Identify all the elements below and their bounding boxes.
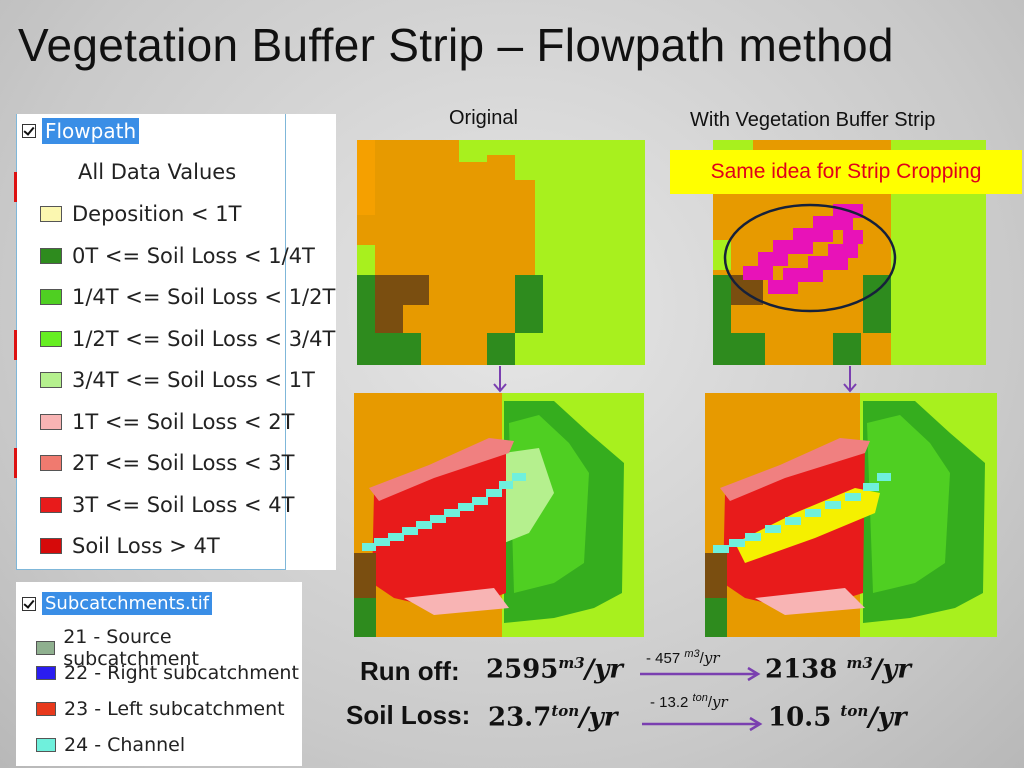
subcatchment-layer-row[interactable]: Subcatchments.tif	[22, 592, 213, 615]
legend-label: Deposition < 1T	[72, 202, 242, 226]
original-landuse-map	[357, 140, 645, 365]
subcatchment-legend: Subcatchments.tif 21 - Source subcatchme…	[16, 582, 302, 766]
legend-swatch	[40, 247, 62, 264]
flowpath-layer-row[interactable]: Flowpath	[22, 118, 140, 144]
with-strip-label: With Vegetation Buffer Strip	[690, 109, 936, 131]
legend-label: 22 - Right subcatchment	[64, 662, 299, 684]
subcatchment-legend-item: 24 - Channel	[36, 734, 185, 756]
red-marker	[14, 448, 17, 478]
legend-label: 3T <= Soil Loss < 4T	[72, 492, 295, 517]
soil-loss-delta: - 13.2 ton/yr	[650, 692, 728, 711]
subcatchment-legend-item: 22 - Right subcatchment	[36, 662, 299, 684]
slide-title: Vegetation Buffer Strip – Flowpath metho…	[18, 19, 894, 71]
legend-swatch	[40, 206, 62, 222]
runoff-delta: - 457 m3/yr	[646, 648, 720, 667]
legend-swatch	[36, 666, 56, 680]
red-marker	[14, 330, 17, 360]
flowpath-legend-item: Soil Loss > 4T	[40, 534, 220, 558]
subcatchment-checkbox[interactable]	[22, 596, 36, 611]
legend-swatch	[36, 738, 56, 752]
flowpath-legend-item: 0T <= Soil Loss < 1/4T	[40, 244, 315, 268]
strip-soilloss-map	[705, 393, 997, 637]
flowpath-legend-item: 1/2T <= Soil Loss < 3/4T	[40, 327, 335, 351]
legend-label: 3/4T <= Soil Loss < 1T	[72, 368, 315, 392]
flowpath-legend-item: 3/4T <= Soil Loss < 1T	[40, 368, 315, 392]
legend-label: 1/2T <= Soil Loss < 3/4T	[72, 326, 336, 351]
soil-loss-after: 10.5 ton/yr	[768, 702, 907, 733]
runoff-label: Run off:	[360, 656, 460, 686]
legend-label: 24 - Channel	[64, 734, 186, 756]
legend-label: 21 - Source subcatchment	[63, 626, 199, 670]
flowpath-legend: Flowpath All Data Values Deposition < 1T…	[16, 114, 336, 570]
down-arrow-icon	[493, 366, 507, 393]
flowpath-checkbox[interactable]	[22, 124, 36, 138]
legend-label: Soil Loss > 4T	[72, 534, 220, 558]
legend-swatch	[36, 641, 56, 655]
subcatchment-legend-item: 21 - Source subcatchment	[36, 626, 302, 670]
legend-label: 0T <= Soil Loss < 1/4T	[72, 243, 315, 268]
original-soilloss-map	[354, 393, 644, 637]
runoff-after: 2138 m3/yr	[765, 654, 912, 685]
flowpath-subtitle: All Data Values	[78, 160, 237, 184]
legend-swatch	[40, 372, 62, 388]
right-arrow-icon	[640, 666, 761, 682]
strip-cropping-note: Same idea for Strip Cropping	[670, 150, 1022, 194]
soil-loss-label: Soil Loss:	[346, 700, 471, 730]
legend-label: 1T <= Soil Loss < 2T	[72, 409, 295, 434]
legend-swatch	[40, 455, 62, 471]
legend-swatch	[40, 538, 62, 554]
subcatchment-legend-item: 23 - Left subcatchment	[36, 698, 285, 720]
flowpath-legend-item: Deposition < 1T	[40, 202, 241, 226]
down-arrow-icon	[843, 366, 857, 393]
legend-swatch	[40, 496, 62, 513]
legend-label: 1/4T <= Soil Loss < 1/2T	[72, 285, 336, 309]
flowpath-layer-name[interactable]: Flowpath	[42, 118, 140, 144]
flowpath-legend-item: 1/4T <= Soil Loss < 1/2T	[40, 285, 335, 309]
flowpath-legend-item: 1T <= Soil Loss < 2T	[40, 410, 294, 434]
original-label: Original	[449, 107, 518, 129]
legend-swatch	[40, 330, 62, 347]
runoff-before: 2595m3/yr	[486, 654, 623, 685]
subcatchment-layer-name[interactable]: Subcatchments.tif	[42, 592, 213, 615]
legend-swatch	[40, 413, 62, 430]
legend-label: 2T <= Soil Loss < 3T	[72, 451, 295, 475]
legend-label: 23 - Left subcatchment	[64, 698, 285, 720]
flowpath-legend-item: 3T <= Soil Loss < 4T	[40, 493, 294, 517]
legend-swatch	[40, 289, 62, 305]
flowpath-legend-item: 2T <= Soil Loss < 3T	[40, 451, 294, 475]
right-arrow-icon	[642, 716, 763, 732]
legend-swatch	[36, 702, 56, 716]
soil-loss-before: 23.7ton/yr	[488, 702, 618, 733]
red-marker	[14, 172, 17, 202]
